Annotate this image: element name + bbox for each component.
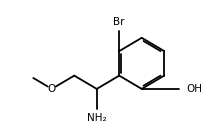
Text: Br: Br <box>113 17 125 27</box>
Text: O: O <box>48 84 56 94</box>
Text: OH: OH <box>187 84 203 94</box>
Text: NH₂: NH₂ <box>87 113 106 123</box>
